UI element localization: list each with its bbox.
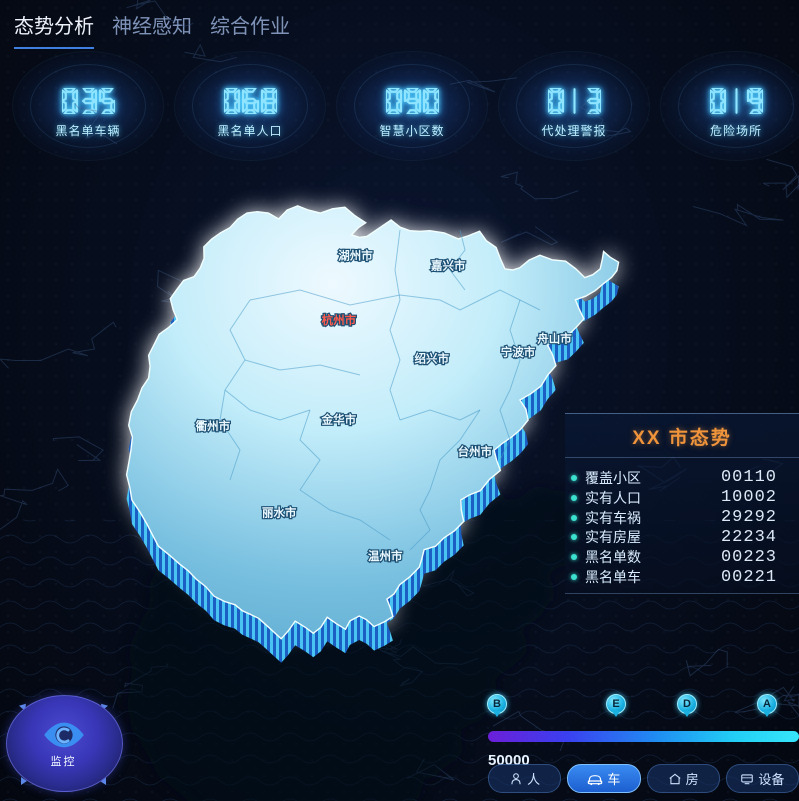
svg-text:温州市: 温州市 [368,549,403,563]
svg-text:杭州市: 杭州市 [322,313,357,327]
svg-text:台州市: 台州市 [458,444,493,458]
svg-text:金华市: 金华市 [321,413,357,427]
svg-text:绍兴市: 绍兴市 [415,352,450,366]
svg-text:湖州市: 湖州市 [338,249,373,263]
svg-text:宁波市: 宁波市 [501,345,536,359]
svg-text:衢州市: 衢州市 [196,419,231,433]
svg-text:舟山市: 舟山市 [537,332,572,346]
svg-text:丽水市: 丽水市 [262,505,297,519]
svg-text:嘉兴市: 嘉兴市 [430,259,466,273]
